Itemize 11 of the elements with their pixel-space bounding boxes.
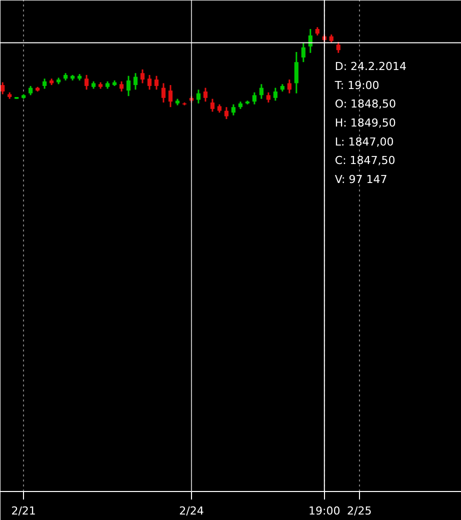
annotation: H: 1849,50 — [334, 116, 396, 130]
text: C: 1847,50 — [334, 154, 396, 168]
x-tick-label: 2/24 — [179, 504, 204, 518]
x-tick-label: 2/25 — [347, 504, 372, 518]
annotation: O: 1848,50 — [334, 98, 396, 111]
x-tick-label: 19:00 — [308, 504, 340, 518]
text: L: 1847,00 — [334, 135, 394, 148]
annotation: T: 19:00 — [334, 78, 380, 92]
annotation: D: 24.2.2014 — [334, 60, 407, 74]
x-tick-label: 2/21 — [11, 504, 36, 518]
text: V: 97 147 — [334, 172, 388, 186]
